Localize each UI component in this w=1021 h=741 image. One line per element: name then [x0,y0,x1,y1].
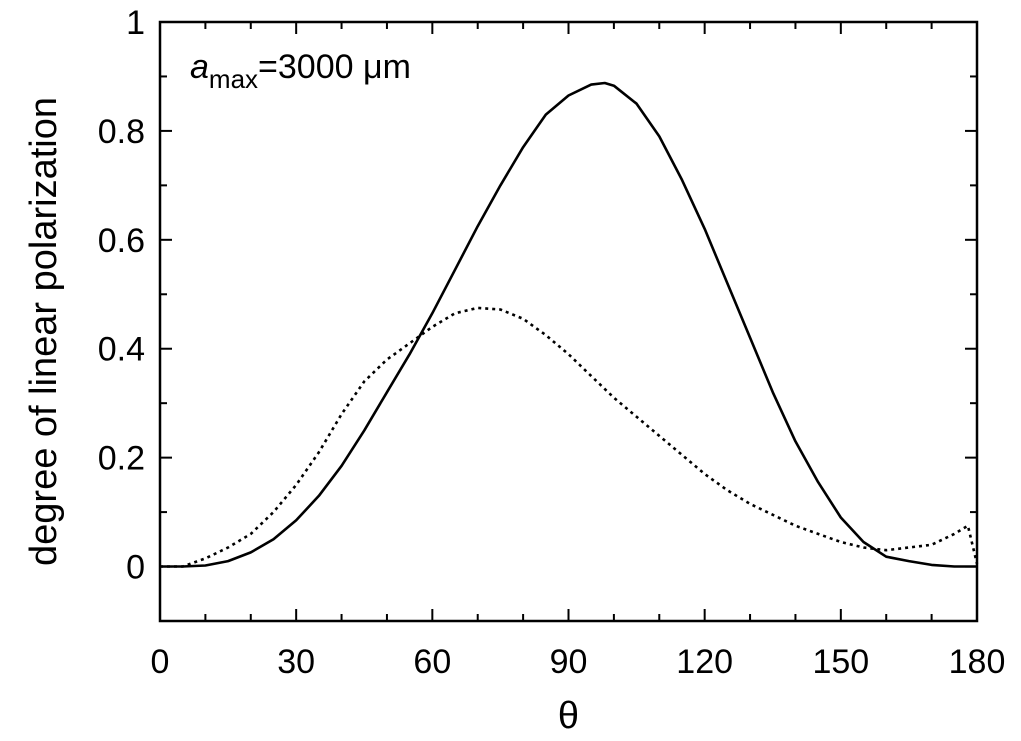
annotation-subscript: max [209,64,258,94]
y-tick-label: 0.8 [98,113,145,151]
y-tick-label: 1 [126,4,145,42]
x-tick-label: 0 [151,643,170,681]
series-line-solid [160,81,977,568]
series-layer [160,81,979,568]
series-line-dotted [160,306,979,568]
tick-marks [159,21,978,622]
amax-annotation: amax=3000 μm [190,48,411,94]
y-axis-label: degree of linear polarization [23,97,65,566]
x-tick-label: 150 [812,643,869,681]
y-tick-label: 0.6 [98,222,145,260]
x-tick-label: 30 [277,643,315,681]
y-tick-label: 0 [126,549,145,587]
annotation-italic: a [190,48,209,86]
x-tick-label: 120 [676,643,733,681]
y-tick-label: 0.4 [98,331,145,369]
x-tick-label: 90 [550,643,588,681]
x-axis-label: θ [558,695,579,737]
annotation-value: =3000 μm [258,48,411,86]
x-tick-label: 180 [949,643,1006,681]
y-tick-label: 0.2 [98,440,145,478]
x-tick-label: 60 [413,643,451,681]
tick-labels: 0 30 60 90 120 150 180 0 0.2 0.4 0.6 0.8 1 [98,4,1006,681]
